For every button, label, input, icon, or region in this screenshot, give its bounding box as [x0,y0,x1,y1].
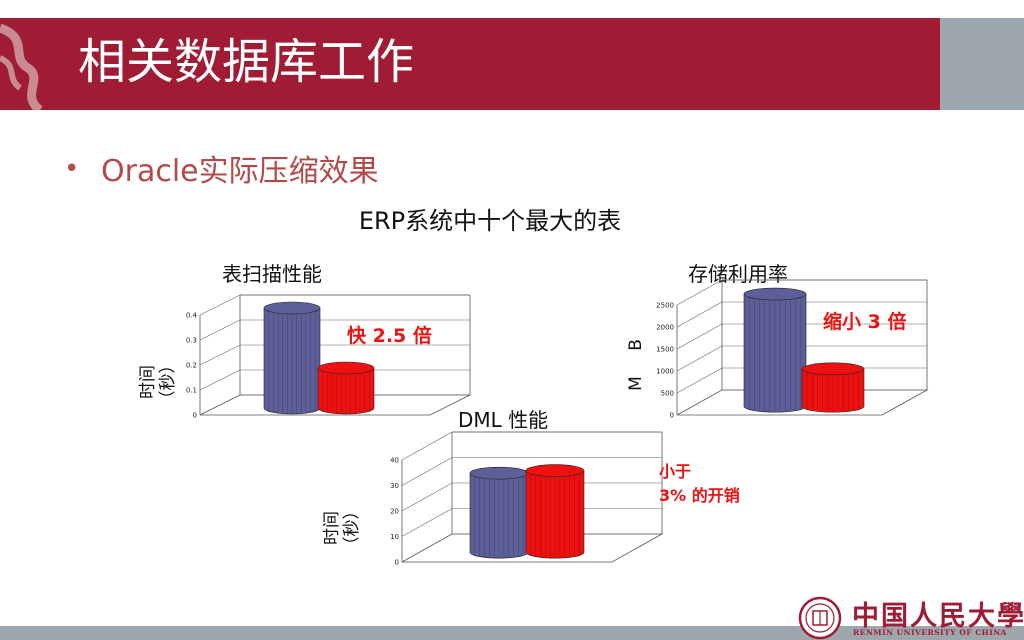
y-tick-label: 0.1 [186,387,197,395]
header-accent-bar [940,18,1024,110]
gridline [199,369,241,391]
bar-body [525,470,585,559]
bar [801,362,865,413]
bar-top [525,464,585,477]
scan-chart: 0 0.1 0.2 0.3 0.4 [186,294,471,420]
y-tick-label: 2000 [656,324,674,332]
y-tick-label: 20 [390,508,399,516]
scan-chart-title: 表扫描性能 [222,262,322,286]
gridline [676,323,723,350]
gridline [401,482,453,512]
gridline [676,345,723,372]
y-tick-label: 1500 [656,346,674,354]
gridline [199,344,241,366]
bar [743,287,807,413]
bar-body [317,367,375,415]
gridline [199,394,241,416]
bar [263,301,321,415]
y-tick-label: 0 [395,559,399,567]
university-seal-icon [798,596,842,640]
title-band [0,18,940,110]
y-tick-label: 10 [390,533,399,541]
bar-top [263,301,321,315]
y-tick-label: 1000 [656,368,674,376]
gridline [676,389,723,416]
decorative-swirl-icon [0,23,44,110]
bullet-text: Oracle实际压缩效果 [101,154,379,189]
bar-top [317,361,375,375]
y-tick-label: 0.3 [186,337,197,345]
gridline [401,533,453,563]
bar [317,361,375,415]
y-tick-label: 40 [390,457,399,465]
bar [469,466,529,559]
bullet-marker: • [64,154,80,184]
dml-chart: 0 10 20 30 40 [390,431,664,567]
dml-chart-ylabel: 时间 （秒） [322,502,362,554]
bar-top [801,362,865,376]
gridline [401,508,453,537]
y-tick-label: 500 [661,390,674,398]
dml-chart-note: 小于 3% 的开销 [659,462,740,505]
scan-chart-note: 快 2.5 倍 [347,325,432,347]
y-tick-label: 0 [670,412,674,420]
page-title: 相关数据库工作 [78,34,415,90]
gridline [199,319,241,341]
storage-chart-note: 缩小 3 倍 [823,311,907,333]
gridline [676,367,723,394]
slide-subtitle: ERP系统中十个最大的表 [358,207,622,235]
gridline [401,457,453,486]
footer-bar [0,626,1024,640]
y-tick-label: 30 [390,482,399,490]
y-tick-label: 2500 [656,302,674,310]
dml-chart-title: DML 性能 [458,408,549,432]
y-tick-label: 0 [193,412,197,420]
university-name-en: RENMIN UNIVERSITY OF CHINA [853,628,1007,637]
gridline [676,301,723,328]
university-name-cn: 中国人民大學 [852,601,1024,632]
bar-top [469,466,529,480]
y-tick-label: 0.4 [186,312,198,320]
storage-chart: 0 500 1000 1500 2000 2500 [656,279,929,420]
gridline [199,294,241,316]
gridline [401,431,453,461]
y-tick-label: 0.2 [186,362,197,370]
storage-chart-title: 存储利用率 [688,262,788,286]
gridline [676,279,723,306]
bar-top [743,287,807,301]
bar-body [801,368,865,413]
bar [525,464,585,559]
